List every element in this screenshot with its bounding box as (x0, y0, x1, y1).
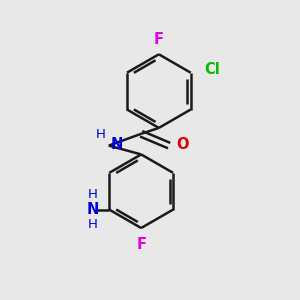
Text: N: N (110, 136, 123, 152)
Text: O: O (176, 136, 189, 152)
Text: H: H (88, 218, 98, 231)
Text: H: H (96, 128, 106, 141)
Text: N: N (87, 202, 99, 217)
Text: F: F (154, 32, 164, 47)
Text: F: F (136, 237, 146, 252)
Text: H: H (88, 188, 98, 201)
Text: Cl: Cl (204, 62, 220, 77)
